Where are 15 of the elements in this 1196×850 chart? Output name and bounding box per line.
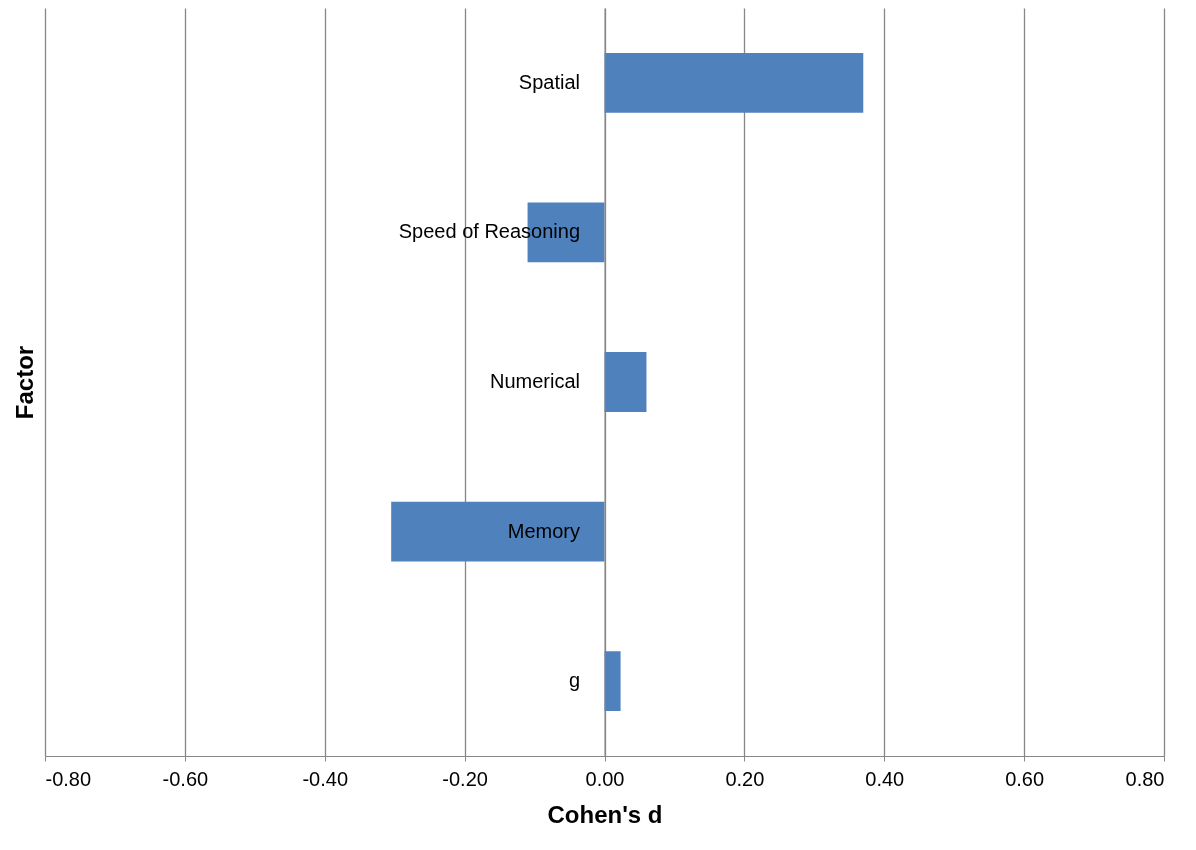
y-axis-title: Factor (10, 345, 38, 420)
x-tick-label: -0.20 (442, 767, 488, 790)
x-tick-label: 0.40 (865, 767, 905, 790)
x-axis-title: Cohen's d (547, 800, 663, 828)
x-tick-label: -0.40 (302, 767, 349, 790)
x-tick-label: 0.80 (1125, 767, 1165, 790)
y-tick-label: Memory (507, 519, 580, 542)
x-tick-label: -0.60 (162, 767, 209, 790)
x-tick-label: 0.20 (725, 767, 765, 790)
y-tick-label: Numerical (489, 370, 580, 392)
x-tick-label: -0.80 (45, 767, 92, 790)
x-tick-label: 0.00 (585, 767, 625, 790)
y-tick-label: g (568, 669, 580, 692)
y-tick-label: Spatial (518, 70, 580, 93)
x-tick-label: 0.60 (1005, 767, 1045, 790)
